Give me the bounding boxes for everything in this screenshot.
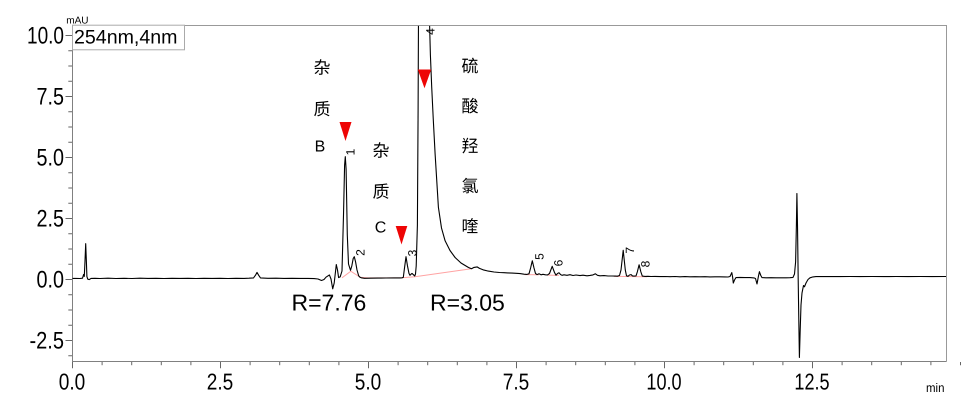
svg-text:1: 1: [343, 148, 357, 155]
svg-text:R=7.76: R=7.76: [292, 290, 367, 316]
svg-text:C: C: [375, 220, 387, 237]
svg-text:2: 2: [353, 249, 367, 256]
svg-text:3: 3: [405, 249, 419, 256]
svg-text:2.5: 2.5: [37, 206, 65, 233]
svg-text:0.0: 0.0: [59, 369, 86, 395]
svg-text:6: 6: [551, 259, 565, 266]
svg-text:0.0: 0.0: [37, 267, 65, 294]
svg-text:254nm,4nm: 254nm,4nm: [74, 27, 177, 49]
svg-text:10.0: 10.0: [27, 23, 64, 50]
svg-text:4: 4: [423, 28, 437, 35]
svg-text:2.5: 2.5: [207, 369, 234, 395]
svg-text:mAU: mAU: [66, 15, 88, 26]
svg-text:12.5: 12.5: [794, 369, 829, 395]
svg-text:5.0: 5.0: [37, 145, 65, 172]
svg-text:10.0: 10.0: [646, 369, 681, 395]
svg-text:7: 7: [623, 247, 637, 254]
svg-text:7.5: 7.5: [503, 369, 530, 395]
svg-text:R=3.05: R=3.05: [430, 290, 505, 316]
svg-text:B: B: [315, 139, 326, 156]
svg-text:7.5: 7.5: [37, 84, 65, 111]
svg-text:5.0: 5.0: [355, 369, 382, 395]
svg-text:min: min: [926, 381, 945, 395]
svg-text:5: 5: [532, 253, 546, 260]
svg-text:8: 8: [638, 260, 652, 267]
svg-text:-2.5: -2.5: [30, 328, 65, 355]
